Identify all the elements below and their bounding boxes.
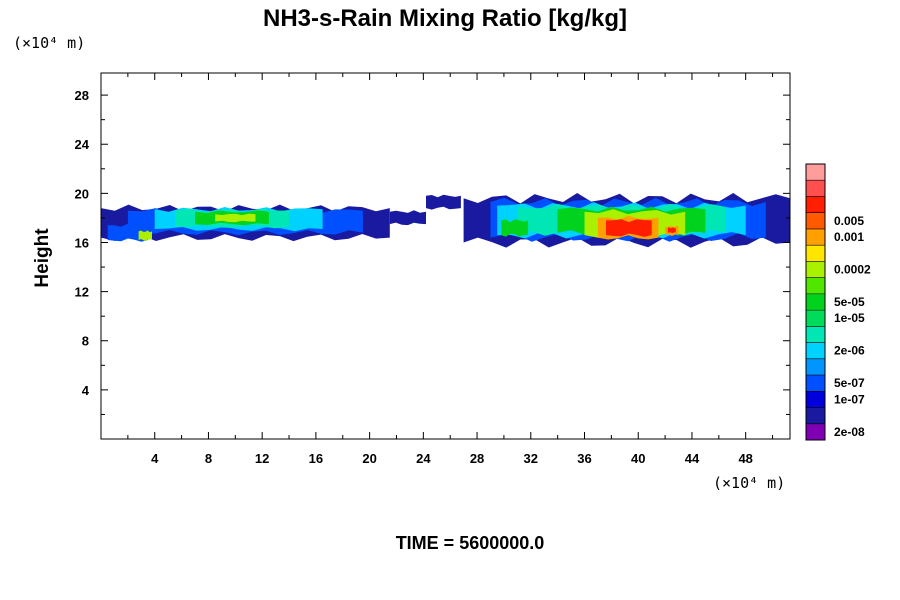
y-axis-unit: (×10⁴ m) bbox=[13, 34, 85, 52]
field-region bbox=[107, 223, 148, 242]
colorbar: 2e-08 1e-07 5e-07 2e-06 1e-05 5e-05 0.0002 0.00… bbox=[805, 163, 871, 441]
x-tick-label: 40 bbox=[631, 451, 645, 466]
colorbar-swatch bbox=[806, 164, 825, 181]
colorbar-swatch bbox=[806, 245, 825, 262]
x-tick-label: 4 bbox=[151, 451, 159, 466]
y-axis: 4 8 12 16 20 24 28 bbox=[75, 88, 790, 415]
colorbar-swatch bbox=[806, 261, 825, 278]
colorbar-label: 0.001 bbox=[834, 230, 864, 244]
colorbar-swatch bbox=[806, 326, 825, 343]
x-axis: 4 8 12 16 20 24 28 32 36 40 44 48 bbox=[127, 73, 774, 466]
y-axis-label: Height bbox=[32, 228, 53, 288]
time-label: TIME = 5600000.0 bbox=[396, 533, 545, 553]
colorbar-label: 5e-05 bbox=[834, 295, 865, 309]
colorbar-swatch bbox=[806, 212, 825, 230]
x-axis-unit: (×10⁴ m) bbox=[713, 474, 785, 492]
field-region bbox=[389, 210, 426, 226]
colorbar-swatch bbox=[806, 391, 825, 408]
field-region bbox=[426, 194, 461, 210]
x-tick-label: 8 bbox=[205, 451, 212, 466]
colorbar-swatch bbox=[806, 375, 825, 392]
colorbar-label: 5e-07 bbox=[834, 376, 865, 390]
colorbar-swatch bbox=[806, 180, 825, 197]
colorbar-swatch bbox=[806, 196, 825, 214]
x-tick-label: 20 bbox=[362, 451, 376, 466]
y-tick-label: 16 bbox=[75, 235, 89, 250]
y-tick-label: 24 bbox=[75, 137, 90, 152]
field-region bbox=[215, 213, 256, 223]
plot-frame bbox=[100, 72, 791, 440]
y-tick-label: 12 bbox=[75, 285, 89, 300]
colorbar-swatch bbox=[806, 293, 825, 311]
x-tick-label: 12 bbox=[255, 451, 269, 466]
colorbar-label: 0.0002 bbox=[834, 263, 871, 277]
x-tick-label: 24 bbox=[416, 451, 431, 466]
x-tick-label: 16 bbox=[309, 451, 323, 466]
colorbar-swatch bbox=[806, 358, 825, 376]
field-region bbox=[667, 227, 676, 234]
x-tick-label: 44 bbox=[685, 451, 700, 466]
colorbar-label: 1e-07 bbox=[834, 392, 865, 406]
colorbar-swatch bbox=[806, 342, 825, 360]
field-region bbox=[501, 219, 529, 237]
y-tick-label: 28 bbox=[75, 88, 89, 103]
field-region bbox=[606, 219, 652, 237]
y-tick-label: 8 bbox=[82, 334, 89, 349]
colorbar-swatch bbox=[806, 407, 825, 425]
colorbar-label: 2e-08 bbox=[834, 425, 865, 439]
y-tick-label: 4 bbox=[82, 383, 90, 398]
y-tick-label: 20 bbox=[75, 186, 89, 201]
x-tick-label: 36 bbox=[577, 451, 591, 466]
x-tick-label: 28 bbox=[470, 451, 484, 466]
mixing-ratio-field bbox=[101, 193, 790, 248]
field-region bbox=[138, 230, 152, 241]
colorbar-label: 0.005 bbox=[834, 214, 864, 228]
x-tick-label: 32 bbox=[524, 451, 538, 466]
colorbar-swatch bbox=[806, 277, 825, 295]
colorbar-label: 1e-05 bbox=[834, 311, 865, 325]
chart-title: NH3-s-Rain Mixing Ratio [kg/kg] bbox=[263, 5, 627, 32]
colorbar-frame bbox=[805, 163, 826, 441]
colorbar-swatch bbox=[806, 228, 825, 246]
colorbar-label: 2e-06 bbox=[834, 344, 865, 358]
x-tick-label: 48 bbox=[738, 451, 752, 466]
colorbar-swatch bbox=[806, 423, 825, 441]
colorbar-swatch bbox=[806, 310, 825, 327]
